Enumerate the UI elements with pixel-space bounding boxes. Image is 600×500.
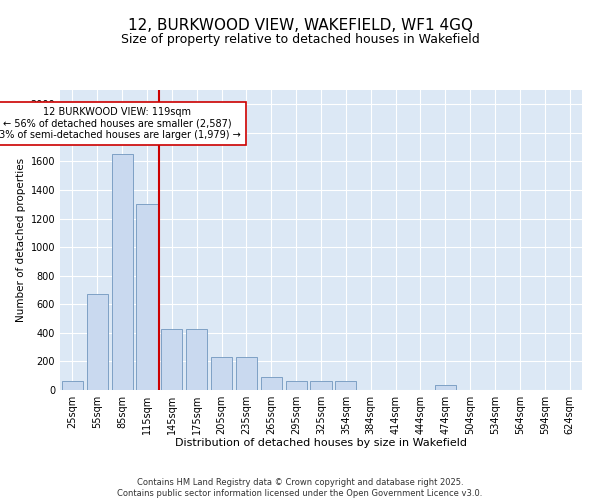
Text: Size of property relative to detached houses in Wakefield: Size of property relative to detached ho… [121, 32, 479, 46]
Bar [136, 204, 158, 390]
Bar [261, 377, 282, 390]
Bar [161, 328, 182, 390]
Bar [211, 357, 232, 390]
Text: 12 BURKWOOD VIEW: 119sqm
← 56% of detached houses are smaller (2,587)
43% of sem: 12 BURKWOOD VIEW: 119sqm ← 56% of detach… [0, 107, 241, 140]
Bar [112, 154, 133, 390]
Bar [87, 294, 108, 390]
Text: Contains HM Land Registry data © Crown copyright and database right 2025.
Contai: Contains HM Land Registry data © Crown c… [118, 478, 482, 498]
Bar [435, 385, 456, 390]
X-axis label: Distribution of detached houses by size in Wakefield: Distribution of detached houses by size … [175, 438, 467, 448]
Bar [286, 380, 307, 390]
Bar [236, 357, 257, 390]
Bar [186, 328, 207, 390]
Bar [62, 380, 83, 390]
Bar [310, 380, 332, 390]
Y-axis label: Number of detached properties: Number of detached properties [16, 158, 26, 322]
Bar [335, 382, 356, 390]
Text: 12, BURKWOOD VIEW, WAKEFIELD, WF1 4GQ: 12, BURKWOOD VIEW, WAKEFIELD, WF1 4GQ [128, 18, 473, 32]
